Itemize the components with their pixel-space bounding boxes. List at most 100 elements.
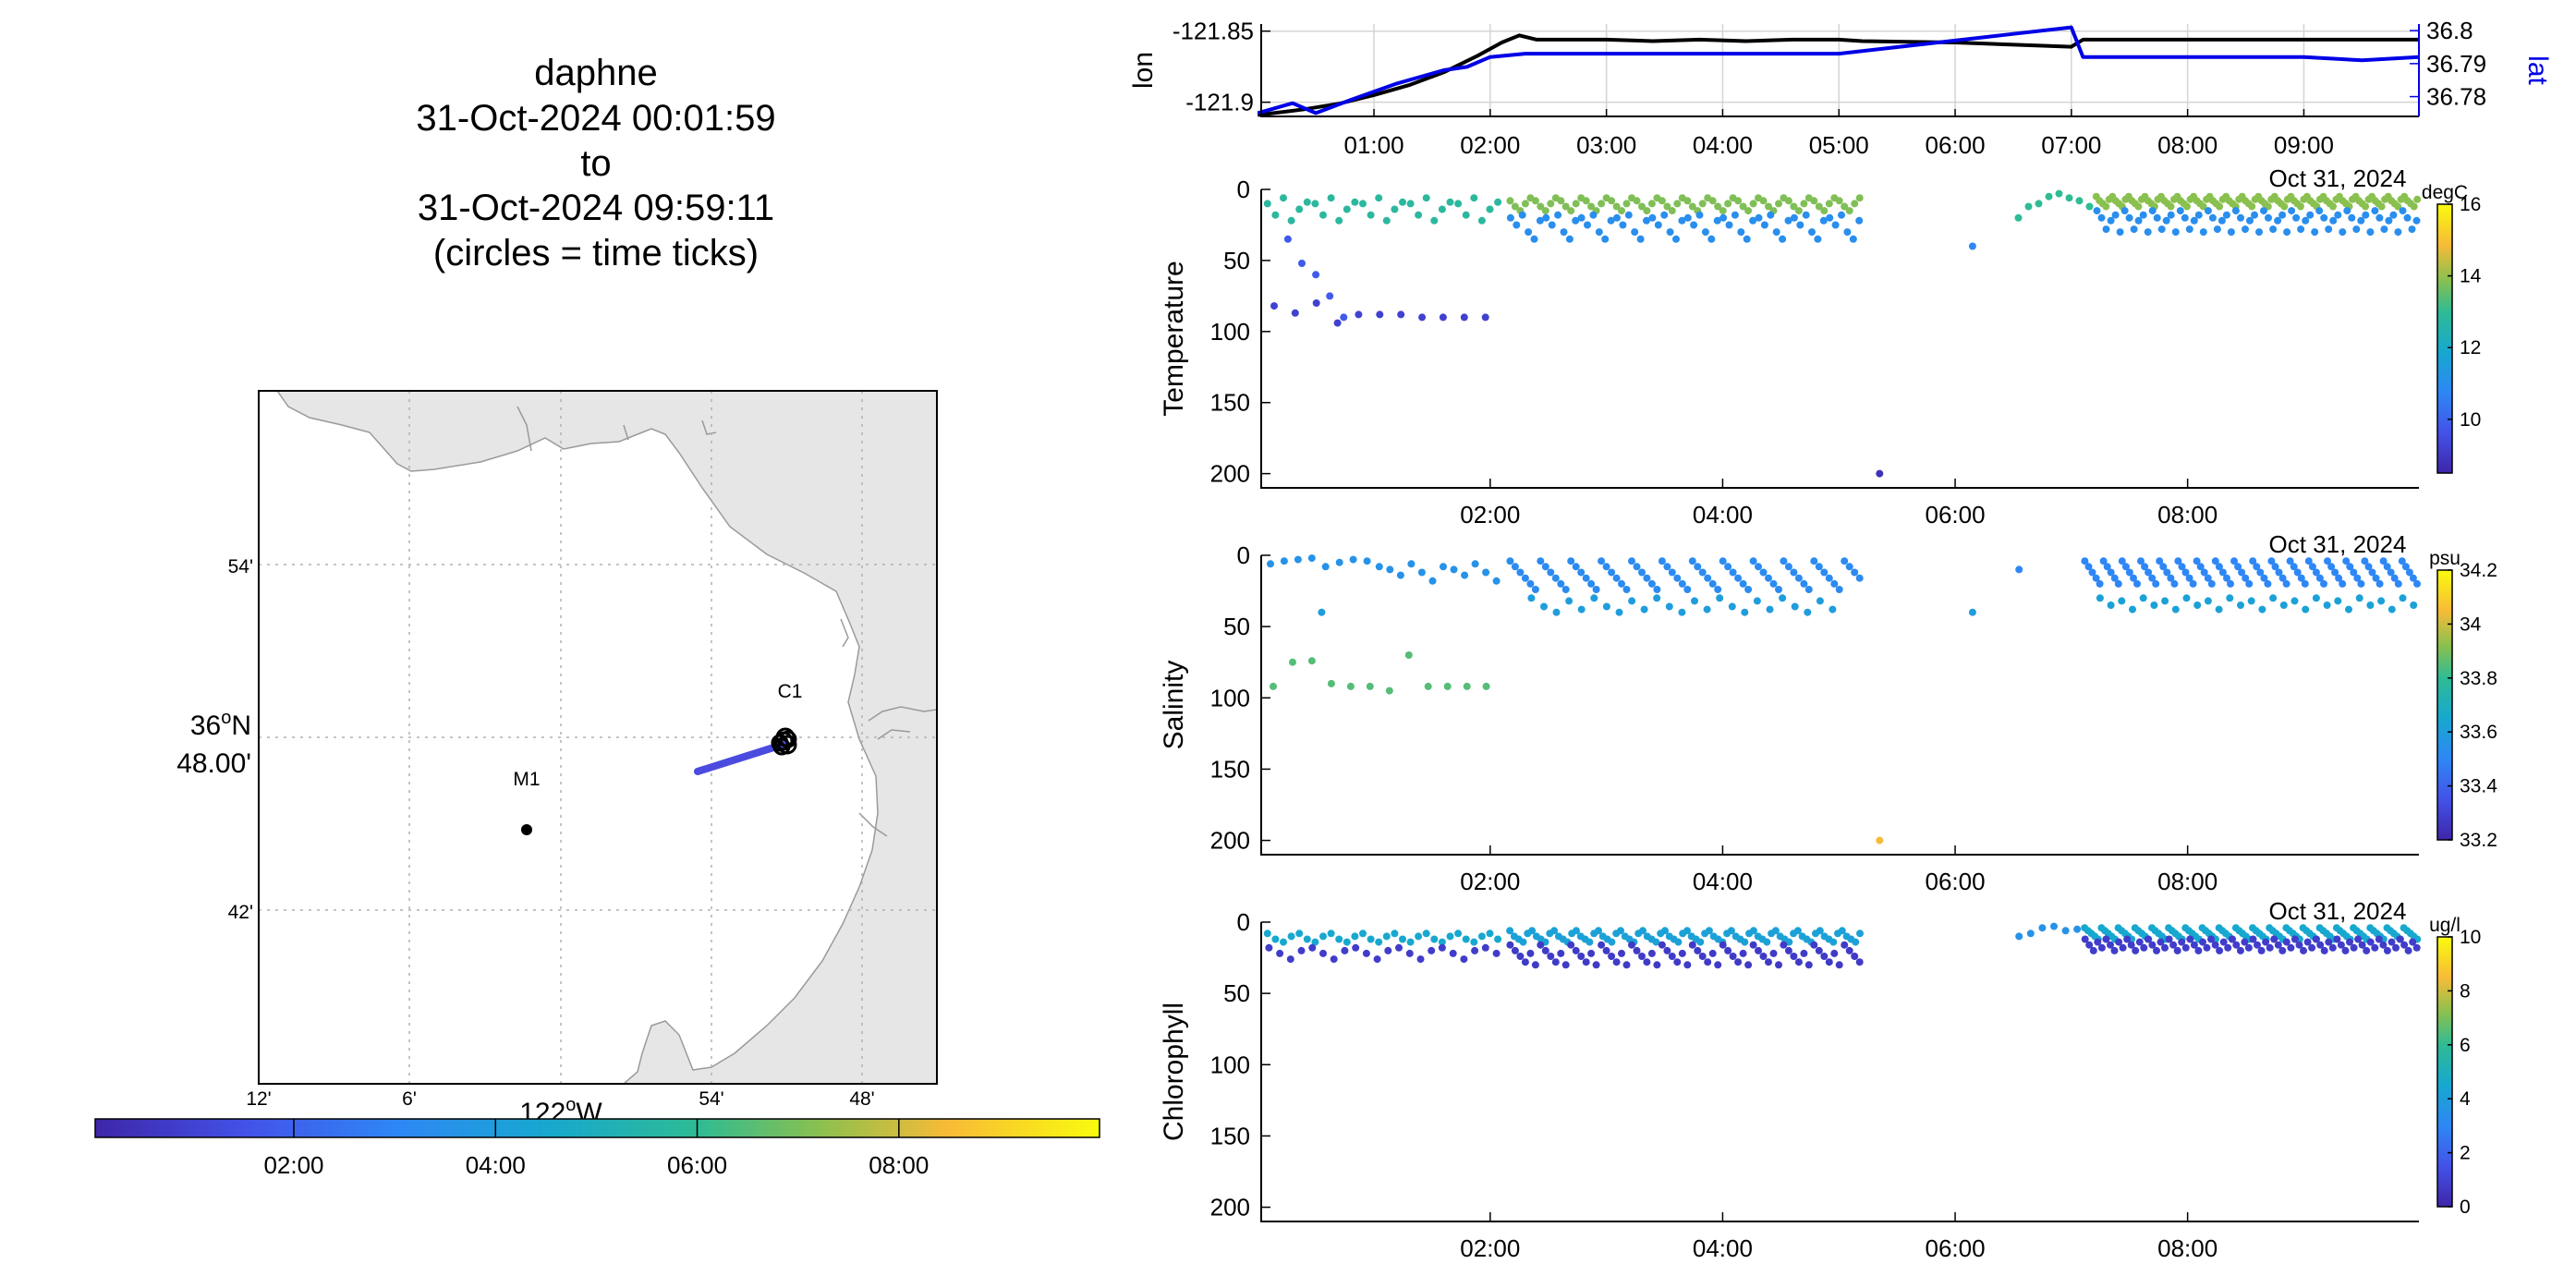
chlorophyll-point bbox=[2165, 935, 2173, 943]
temperature-point bbox=[2183, 202, 2191, 211]
salinity-colorbar-label: 33.6 bbox=[2460, 722, 2497, 743]
salinity-point bbox=[2211, 557, 2219, 565]
temperature-point bbox=[2366, 228, 2375, 237]
salinity-point bbox=[1526, 579, 1535, 588]
chlorophyll-point bbox=[2140, 943, 2148, 952]
salinity-point bbox=[1527, 594, 1536, 602]
chlorophyll-point bbox=[1572, 946, 1580, 954]
salinity-ytick-label: 50 bbox=[1223, 613, 1250, 640]
salinity-point bbox=[2139, 594, 2147, 602]
chlorophyll-point bbox=[1602, 946, 1610, 954]
temperature-point bbox=[1759, 197, 1768, 205]
chlorophyll-point bbox=[1739, 949, 1747, 957]
chlorophyll-point bbox=[1481, 943, 1489, 952]
salinity-point bbox=[2015, 565, 2023, 574]
lat-axis-label: lat bbox=[2522, 55, 2553, 85]
chlorophyll-point bbox=[2085, 941, 2094, 949]
salinity-point bbox=[2324, 557, 2331, 565]
temperature-point bbox=[1683, 213, 1692, 222]
salinity-point bbox=[1759, 568, 1768, 577]
salinity-point bbox=[2145, 568, 2153, 577]
salinity-point bbox=[2181, 568, 2190, 577]
salinity-point bbox=[1307, 554, 1316, 563]
chlorophyll-point bbox=[1303, 935, 1311, 943]
temperature-point bbox=[2265, 213, 2272, 222]
chlorophyll-point bbox=[1477, 932, 1486, 941]
chlorophyll-point bbox=[1367, 935, 1375, 943]
chlorophyll-ytick-label: 50 bbox=[1223, 979, 1250, 1007]
salinity-point bbox=[1668, 568, 1676, 577]
temperature-point bbox=[2085, 202, 2094, 211]
chlorophyll-point bbox=[1384, 946, 1392, 954]
temperature-point bbox=[1810, 197, 1818, 205]
temperature-point bbox=[1511, 202, 1519, 211]
temperature-point bbox=[2024, 202, 2033, 211]
salinity-point bbox=[1327, 679, 1335, 687]
time-colorbar-label: 04:00 bbox=[466, 1151, 526, 1179]
temperature-colorbar-label: 12 bbox=[2460, 337, 2481, 358]
chlorophyll-point bbox=[2211, 941, 2219, 949]
temperature-point bbox=[1802, 211, 1810, 219]
temperature-point bbox=[1820, 207, 1829, 215]
chlorophyll-point bbox=[2123, 935, 2132, 943]
chlorophyll-point bbox=[1471, 946, 1479, 954]
salinity-point bbox=[1551, 574, 1560, 582]
temperature-point bbox=[1731, 211, 1739, 219]
temperature-point bbox=[2399, 207, 2407, 215]
salinity-point bbox=[2178, 563, 2186, 571]
salinity-point bbox=[1658, 557, 1666, 565]
salinity-point bbox=[2150, 601, 2158, 609]
chlorophyll-point bbox=[2366, 938, 2375, 946]
chlorophyll-axes bbox=[1260, 922, 2419, 1222]
temperature-point bbox=[2055, 189, 2063, 198]
temperature-point bbox=[1312, 299, 1320, 307]
salinity-point bbox=[2103, 563, 2111, 571]
temperature-point bbox=[2315, 207, 2324, 215]
temperature-point bbox=[1826, 213, 1834, 222]
chlorophyll-point bbox=[1816, 927, 1824, 935]
chlorophyll-point bbox=[1705, 927, 1713, 935]
salinity-point bbox=[1780, 557, 1788, 565]
temperature-point bbox=[1397, 310, 1405, 319]
temperature-point bbox=[1343, 205, 1351, 213]
chlorophyll-point bbox=[1531, 961, 1539, 969]
chlorophyll-point bbox=[1492, 949, 1501, 957]
salinity-point bbox=[1602, 563, 1610, 571]
temperature-point bbox=[2167, 202, 2175, 211]
chlorophyll-point bbox=[1287, 932, 1295, 941]
chlorophyll-point bbox=[1526, 949, 1535, 957]
salinity-point bbox=[1404, 651, 1413, 659]
salinity-point bbox=[1471, 560, 1479, 568]
chlorophyll-point bbox=[2219, 938, 2228, 946]
salinity-colorbar-label: 34 bbox=[2460, 614, 2482, 635]
temperature-point bbox=[1648, 213, 1657, 222]
temperature-point bbox=[1849, 235, 1857, 243]
salinity-point bbox=[1289, 658, 1296, 666]
chlorophyll-point bbox=[2358, 941, 2366, 949]
chlorophyll-point bbox=[2232, 941, 2241, 949]
salinity-point bbox=[2315, 574, 2324, 582]
temperature-point bbox=[1608, 197, 1616, 205]
temperature-point bbox=[2306, 211, 2315, 219]
temperature-point bbox=[1263, 200, 1271, 208]
chlorophyll-xtick-label: 02:00 bbox=[1460, 1234, 1520, 1262]
salinity-point bbox=[2302, 605, 2310, 614]
salinity-point bbox=[1647, 579, 1656, 588]
temperature-point bbox=[2237, 213, 2244, 222]
chlorophyll-point bbox=[1362, 949, 1370, 957]
title-line-1: daphne bbox=[534, 53, 657, 93]
temperature-point bbox=[2171, 228, 2180, 237]
chlorophyll-point bbox=[2190, 941, 2198, 949]
salinity-point bbox=[1557, 579, 1565, 588]
temperature-xtick-label: 06:00 bbox=[1926, 501, 1986, 529]
chlorophyll-point bbox=[1845, 946, 1853, 954]
chlorophyll-point bbox=[1359, 930, 1367, 938]
salinity-point bbox=[1653, 586, 1661, 593]
salinity-colorbar-label: 33.8 bbox=[2460, 668, 2497, 689]
temperature-point bbox=[1707, 235, 1716, 243]
salinity-point bbox=[1851, 568, 1859, 577]
chlorophyll-point bbox=[1674, 938, 1683, 946]
position-panel: -121.85 -121.9 36.8 36.79 36.78 01:00 02:00 03:… bbox=[1128, 17, 2553, 159]
temperature-point bbox=[2139, 211, 2147, 219]
temperature-point bbox=[2410, 202, 2418, 211]
